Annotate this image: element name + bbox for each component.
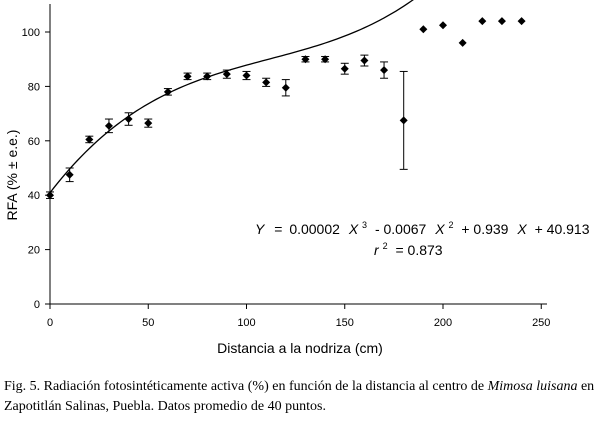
data-point — [242, 71, 251, 80]
data-point — [478, 17, 487, 26]
eq-x-var-3: X — [348, 221, 359, 237]
y-tick-label: 40 — [28, 190, 40, 202]
caption-species-genus: Mimosa — [487, 379, 533, 394]
r-value: = 0.873 — [395, 242, 442, 258]
regression-equation: Y = 0.00002 X 3 - 0.0067 X 2 + 0.939 X +… — [255, 215, 590, 237]
caption-part2: en Zapotitlán Salinas, Puebla. Datos pro… — [4, 379, 595, 414]
eq-y-var: Y — [255, 221, 266, 237]
data-points — [46, 17, 526, 200]
data-point — [497, 17, 506, 26]
data-point — [281, 83, 290, 92]
caption-species-epithet: luisana — [536, 379, 578, 394]
data-point — [85, 135, 94, 144]
x-tick-label: 200 — [434, 317, 452, 329]
data-point — [262, 78, 271, 87]
data-point — [399, 116, 408, 125]
data-point — [458, 38, 467, 47]
ticks: 0 20 40 60 80 100 0 50 100 150 200 250 — [22, 27, 551, 329]
eq-exp2: 2 — [448, 220, 453, 230]
x-tick-label: 50 — [142, 317, 154, 329]
x-tick-label: 0 — [47, 317, 53, 329]
x-tick-label: 250 — [532, 317, 550, 329]
data-point — [439, 21, 447, 30]
eq-sign: = — [274, 221, 282, 237]
chart: 0 20 40 60 80 100 0 50 100 150 200 250 Distancia a … — [4, 0, 590, 356]
y-tick-label: 0 — [34, 299, 40, 311]
data-point — [203, 72, 212, 81]
r-var: r — [374, 242, 380, 258]
data-point — [144, 119, 153, 128]
data-point — [104, 121, 113, 130]
eq-x-var-1: X — [516, 221, 527, 237]
data-point — [517, 17, 526, 26]
data-point — [46, 191, 54, 200]
eq-c2: - 0.0067 — [375, 221, 427, 237]
eq-c0: + 40.913 — [535, 221, 590, 237]
y-axis-title: RFA (% ± e.e.) — [4, 130, 20, 221]
r-exp: 2 — [383, 241, 388, 251]
x-tick-label: 100 — [237, 317, 255, 329]
x-axis-title: Distancia a la nodriza (cm) — [217, 340, 383, 356]
data-point — [340, 64, 349, 73]
data-point — [124, 115, 133, 124]
y-tick-label: 60 — [28, 136, 40, 148]
data-point — [183, 72, 192, 81]
eq-exp3: 3 — [362, 220, 367, 230]
eq-c3: 0.00002 — [289, 221, 340, 237]
eq-x-var-2: X — [434, 221, 445, 237]
y-tick-label: 100 — [22, 27, 40, 39]
r-squared: r 2 = 0.873 — [374, 236, 443, 258]
data-point — [419, 25, 428, 34]
x-tick-label: 150 — [336, 317, 354, 329]
data-point — [380, 66, 389, 75]
caption-part1: Fig. 5. Radiación fotosintéticamente act… — [4, 379, 488, 394]
axes — [49, 4, 547, 305]
eq-c1: + 0.939 — [461, 221, 508, 237]
data-point — [222, 70, 231, 79]
figure-caption: Fig. 5. Radiación fotosintéticamente act… — [4, 377, 596, 417]
data-point — [360, 56, 369, 65]
y-tick-label: 20 — [28, 245, 40, 257]
data-point — [301, 55, 310, 64]
y-tick-label: 80 — [28, 81, 40, 93]
data-point — [163, 87, 172, 96]
data-point — [65, 170, 74, 179]
data-point — [321, 55, 330, 64]
